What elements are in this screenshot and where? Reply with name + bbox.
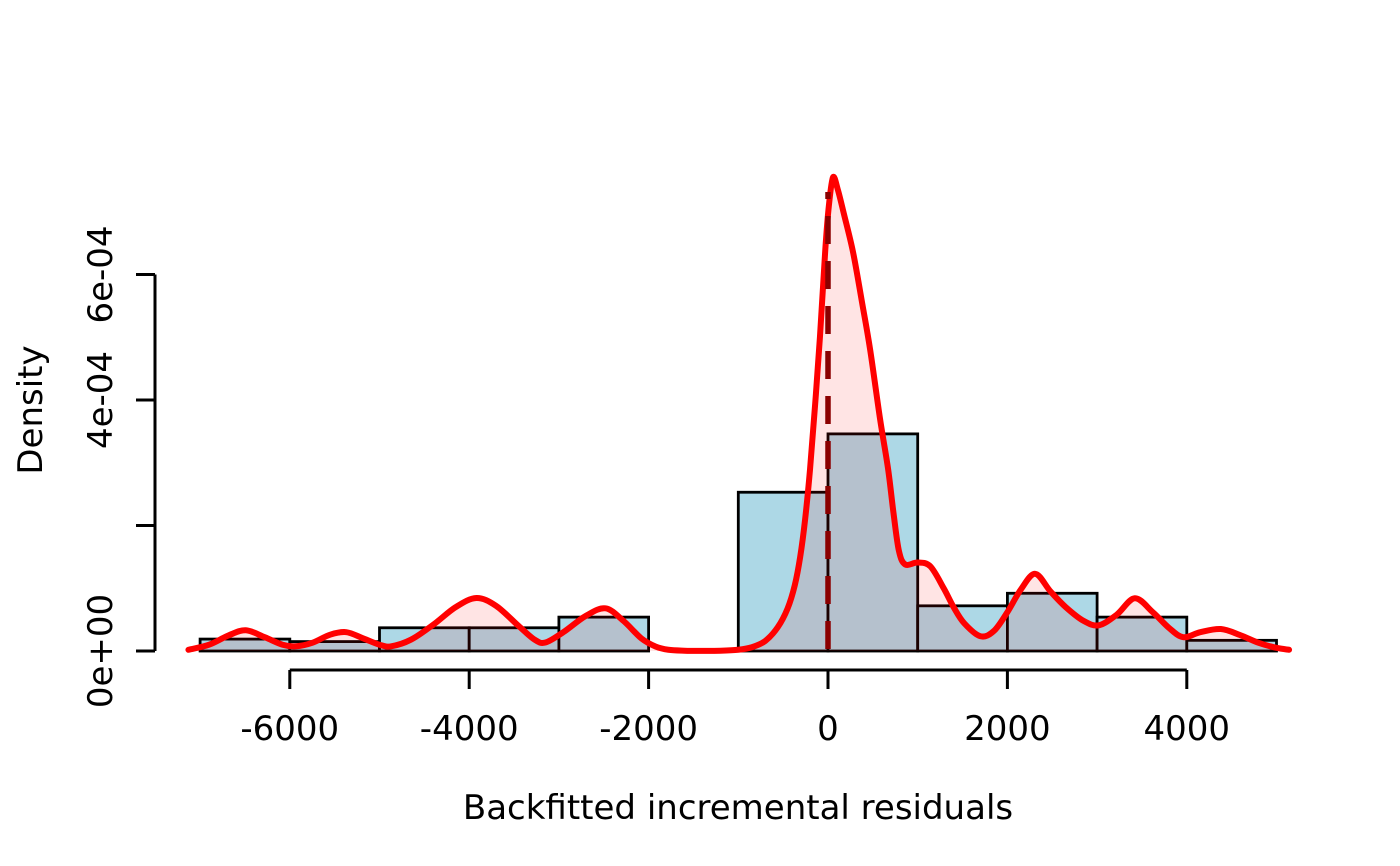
x-tick-label: -4000	[420, 709, 519, 749]
histogram-bar	[826, 432, 920, 653]
x-tick-label: 4000	[1144, 709, 1231, 749]
x-tick-label: -6000	[240, 709, 339, 749]
axes	[136, 273, 1189, 689]
y-tick-label: 6e-04	[81, 225, 121, 323]
histogram-bar	[736, 490, 830, 653]
tick-labels: -6000 -4000 -2000 0 2000 4000 0e+00 4e-04 6e-04	[81, 225, 1230, 749]
density-curve	[185, 173, 1293, 654]
x-axis-title: Backfitted incremental residuals	[462, 788, 1014, 828]
y-axis-title: Density	[11, 345, 51, 475]
y-tick-label: 4e-04	[81, 351, 121, 449]
x-tick-label: -2000	[599, 709, 698, 749]
x-tick-label: 2000	[964, 709, 1051, 749]
y-tick-label: 0e+00	[81, 594, 121, 708]
x-tick-label: 0	[817, 709, 839, 749]
